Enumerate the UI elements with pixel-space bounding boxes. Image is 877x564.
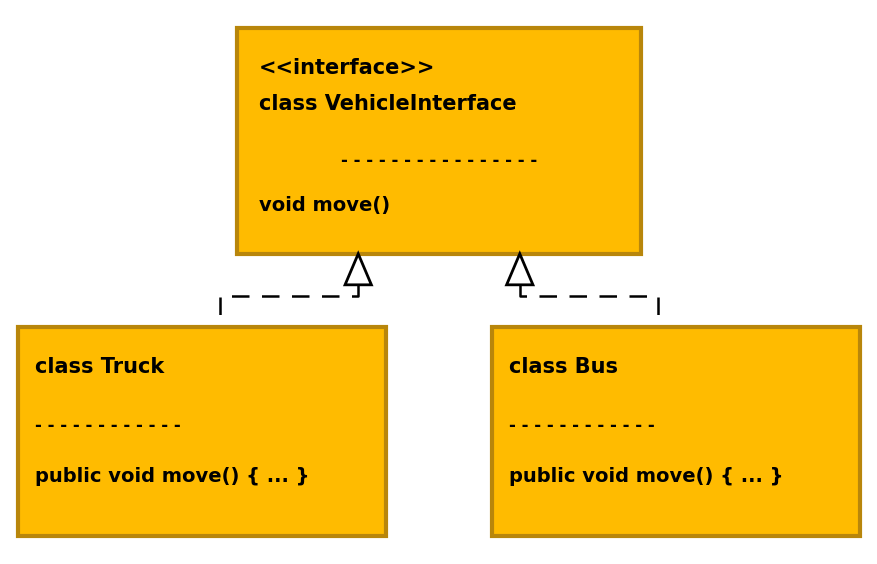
Text: - - - - - - - - - - - -: - - - - - - - - - - - - [509,417,654,435]
Text: class Bus: class Bus [509,356,617,377]
FancyBboxPatch shape [237,28,640,254]
Text: void move(): void move() [259,196,389,215]
Polygon shape [345,254,371,285]
Text: public void move() { ... }: public void move() { ... } [509,467,783,486]
Text: <<interface>>: <<interface>> [259,58,435,78]
Text: public void move() { ... }: public void move() { ... } [35,467,310,486]
Text: - - - - - - - - - - - -: - - - - - - - - - - - - [35,417,181,435]
Text: - - - - - - - - - - - - - - - -: - - - - - - - - - - - - - - - - [340,152,537,170]
Text: class Truck: class Truck [35,356,164,377]
Text: class VehicleInterface: class VehicleInterface [259,94,516,114]
FancyBboxPatch shape [491,327,859,536]
FancyBboxPatch shape [18,327,386,536]
Polygon shape [506,254,532,285]
